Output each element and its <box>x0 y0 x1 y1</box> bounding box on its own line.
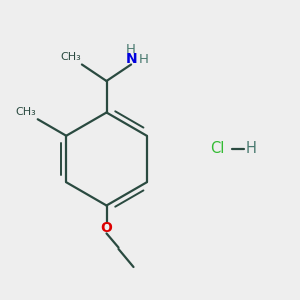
Text: Cl: Cl <box>210 141 225 156</box>
Text: CH₃: CH₃ <box>16 107 36 117</box>
Text: H: H <box>139 53 148 66</box>
Text: H: H <box>246 141 256 156</box>
Text: H: H <box>125 43 135 56</box>
Text: CH₃: CH₃ <box>60 52 81 62</box>
Text: N: N <box>126 52 137 66</box>
Text: O: O <box>100 221 112 235</box>
